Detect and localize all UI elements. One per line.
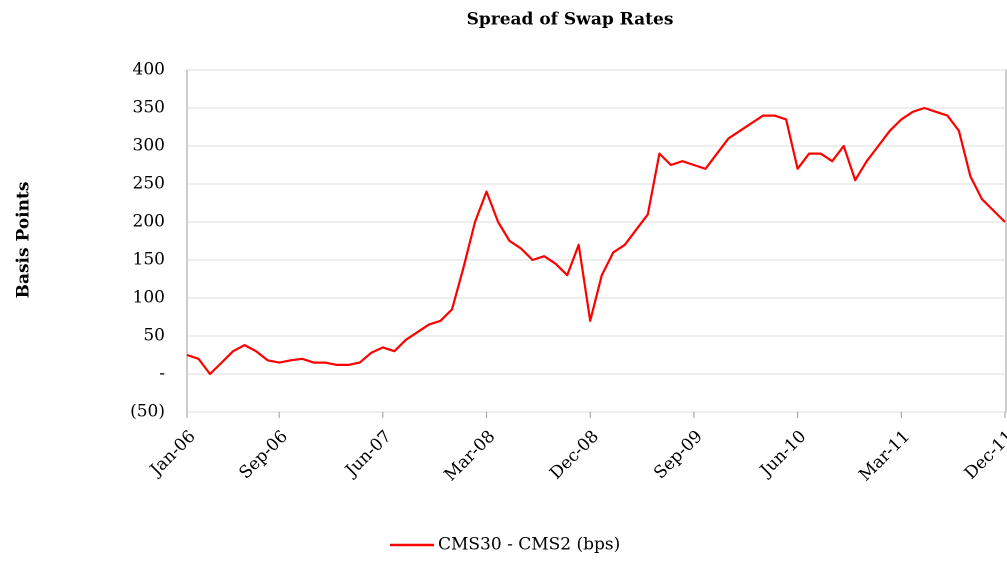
y-tick-label: 200 <box>133 212 165 232</box>
y-tick-label: 100 <box>133 288 165 308</box>
x-tick-label: Sep-06 <box>235 427 292 484</box>
x-tick-label: Jan-06 <box>145 427 200 482</box>
legend-label: CMS30 - CMS2 (bps) <box>438 535 620 555</box>
x-tick-label: Jun-07 <box>340 427 395 482</box>
x-tick-label: Dec-08 <box>546 427 603 484</box>
y-axis-title: Basis Points <box>14 182 34 299</box>
y-tick-label: 250 <box>133 174 165 194</box>
x-tick-label: Dec-11 <box>961 427 1007 484</box>
line-series <box>186 106 1006 376</box>
y-tick-label: - <box>159 364 165 384</box>
y-tick-label: 150 <box>133 250 165 270</box>
x-tick-label: Sep-09 <box>650 427 707 484</box>
y-tick-label: 300 <box>133 136 165 156</box>
chart-title: Spread of Swap Rates <box>467 10 674 30</box>
x-tick-label: Mar-11 <box>855 427 914 486</box>
x-tick-label: Mar-08 <box>441 427 500 486</box>
x-tick-label: Jun-10 <box>755 427 810 482</box>
y-tick-label: 350 <box>133 98 165 118</box>
y-tick-label: (50) <box>130 402 165 422</box>
y-tick-label: 400 <box>133 60 165 80</box>
y-tick-label: 50 <box>143 326 165 346</box>
